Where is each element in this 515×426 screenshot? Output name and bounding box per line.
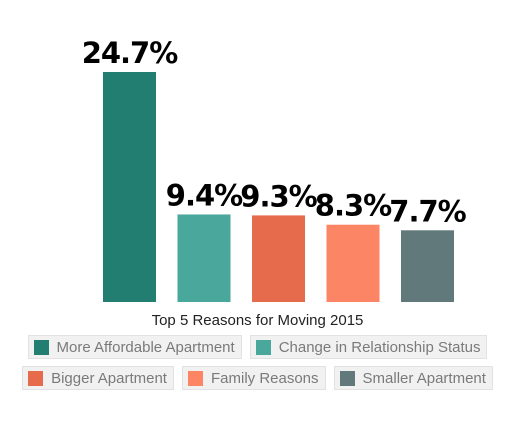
bar-value-label-0: 24.7% [82, 36, 179, 70]
bar-2 [252, 215, 305, 302]
legend-item-family-reasons[interactable]: Family Reasons [181, 366, 326, 390]
bar-3 [326, 224, 380, 302]
legend-row-1: More Affordable Apartment Change in Rela… [0, 335, 515, 359]
bar-value-label-4: 7.7% [389, 194, 466, 228]
bar-0 [103, 72, 156, 302]
legend-swatch [255, 339, 271, 355]
legend: More Affordable Apartment Change in Rela… [0, 335, 515, 397]
legend-item-bigger-apartment[interactable]: Bigger Apartment [22, 366, 174, 390]
legend-label: Family Reasons [210, 369, 319, 387]
bar-1 [177, 214, 231, 302]
legend-label: Smaller Apartment [362, 369, 486, 387]
bar-4 [401, 230, 454, 302]
legend-swatch [33, 339, 49, 355]
legend-label: More Affordable Apartment [56, 338, 235, 356]
legend-label: Bigger Apartment [51, 369, 167, 387]
legend-item-more-affordable-apartment[interactable]: More Affordable Apartment [27, 335, 242, 359]
bar-value-label-1: 9.4% [166, 178, 243, 212]
legend-label: Change in Relationship Status [278, 338, 481, 356]
legend-item-change-in-relationship-status[interactable]: Change in Relationship Status [249, 335, 488, 359]
legend-item-smaller-apartment[interactable]: Smaller Apartment [333, 366, 493, 390]
legend-swatch [339, 370, 355, 386]
bar-value-label-3: 8.3% [315, 189, 392, 223]
bar-value-label-2: 9.3% [240, 179, 317, 213]
legend-swatch [28, 370, 44, 386]
legend-swatch [187, 370, 203, 386]
chart-title: Top 5 Reasons for Moving 2015 [151, 312, 364, 329]
legend-row-2: Bigger Apartment Family Reasons Smaller … [0, 366, 515, 390]
